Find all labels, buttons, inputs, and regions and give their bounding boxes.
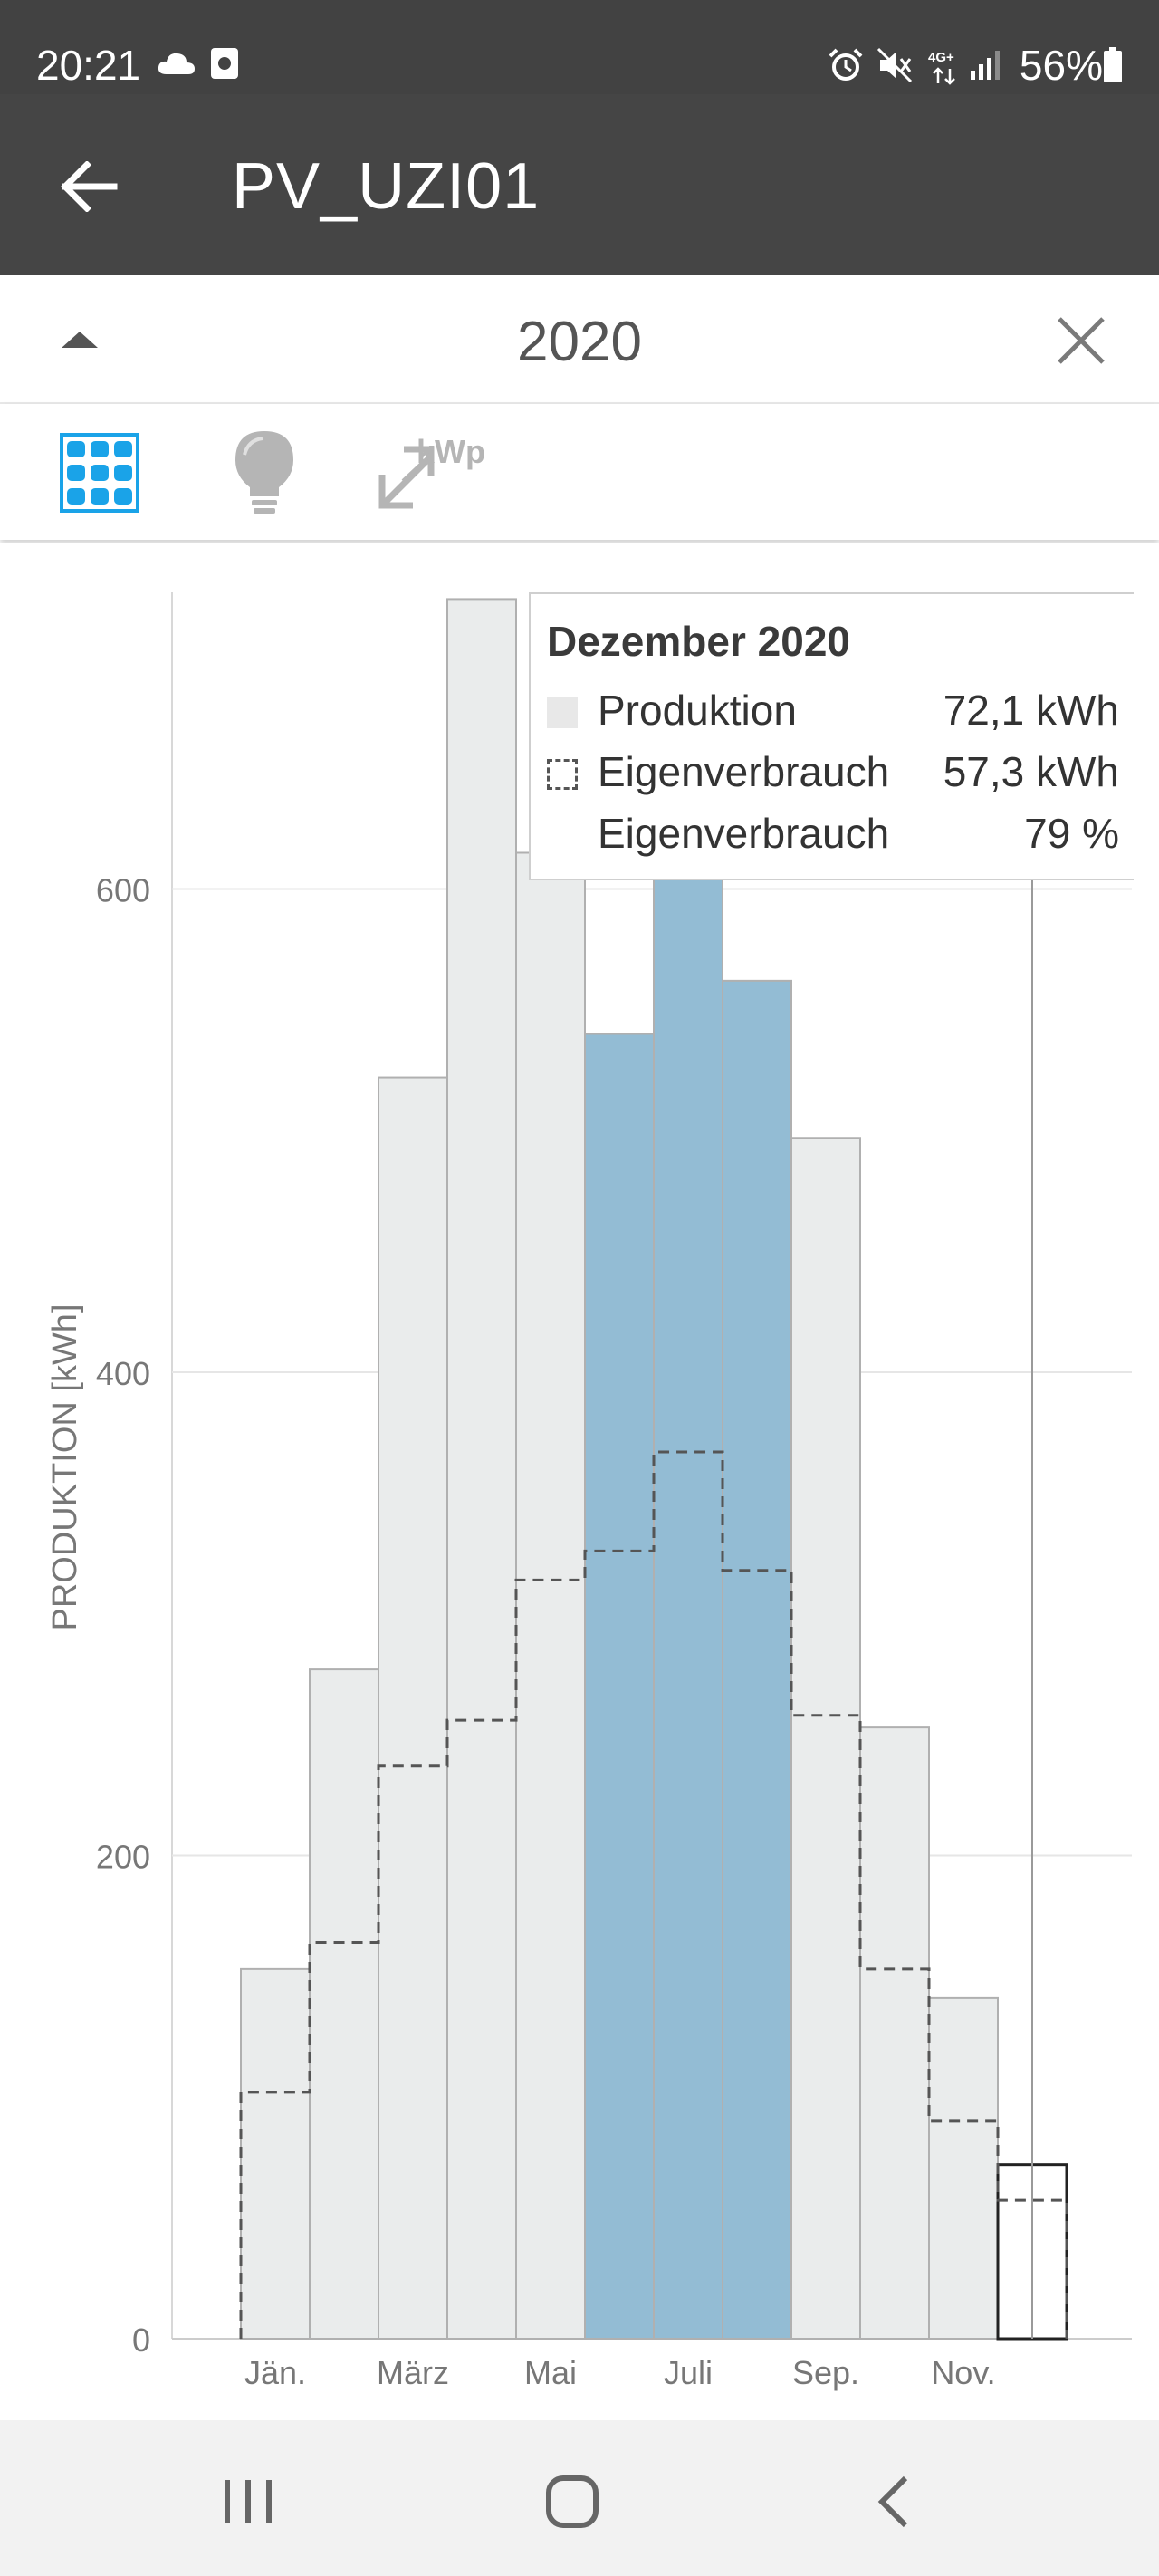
production-chart[interactable]: 0 200 400 600 PRODUKTION [kWh] Jän. März Mai Jul… [0,543,1159,2418]
chart-tooltip: Dezember 2020 Produktion 72,1 kWh Eigenv… [529,592,1134,880]
close-button[interactable] [1043,303,1119,379]
production-mode-button[interactable] [60,433,139,513]
system-back-button[interactable] [842,2456,951,2547]
year-bar: 2020 [0,275,1159,404]
bar-jän[interactable] [240,1967,311,2341]
page-title: PV_UZI01 [232,150,541,223]
tooltip-row-self-consumption: Eigenverbrauch 57,3 kWh [547,745,1119,799]
tooltip-value: 57,3 kWh [943,748,1119,795]
kwp-mode-button[interactable]: kWp [377,429,494,520]
year-label[interactable]: 2020 [517,311,642,373]
bar-apr[interactable] [446,598,517,2340]
x-tick-label: Juli [664,2354,713,2391]
x-tick-label: Nov. [931,2354,995,2391]
tooltip-label: Produktion [598,687,797,734]
close-icon [1058,317,1105,364]
solar-panel-icon [60,433,139,513]
home-icon [546,2475,599,2528]
status-bar: 20:21 4G+ 56% [0,0,1159,94]
signal-icon [971,51,1000,80]
triangle-up-icon [62,332,98,348]
x-tick-label: Jän. [244,2354,306,2391]
alarm-icon [829,48,863,81]
resize-icon [378,446,435,509]
bar-juni[interactable] [584,1033,655,2340]
bar-feb[interactable] [309,1668,379,2341]
tooltip-value: 79 % [1024,810,1119,857]
arrow-left-icon [61,161,118,212]
x-tick-label: Mai [524,2354,577,2391]
recent-apps-button[interactable] [194,2456,302,2547]
bar-okt[interactable] [859,1726,930,2341]
mute-icon [876,47,913,83]
y-tick-label: 600 [96,872,150,909]
x-tick-label: Sep. [792,2354,859,2391]
y-tick-label: 200 [96,1839,150,1876]
tooltip-row-production: Produktion 72,1 kWh [547,683,1119,737]
chart-mode-toolbar: kWp [0,404,1159,540]
tooltip-row-self-consumption-percent: Eigenverbrauch 79 % [547,806,1119,860]
network-4g-icon: 4G+ [928,50,955,85]
bar-märz[interactable] [378,1076,448,2340]
kwp-label: kWp [417,433,485,470]
x-tick-label: März [377,2354,449,2391]
consumption-mode-button[interactable] [232,428,297,518]
back-button[interactable] [43,141,134,232]
status-time: 20:21 [36,42,141,89]
tooltip-label: Eigenverbrauch [598,748,890,795]
system-nav-bar [0,2420,1159,2576]
y-axis-label: PRODUKTION [kWh] [46,1303,84,1630]
tooltip-label: Eigenverbrauch [598,810,890,857]
y-tick-label: 400 [96,1355,150,1392]
collapse-button[interactable] [43,308,116,371]
bar-aug[interactable] [722,979,792,2340]
bar-sep[interactable] [790,1137,861,2340]
app-bar: PV_UZI01 [0,94,1159,275]
bar-mai[interactable] [515,851,586,2340]
cloud-icon [158,53,195,74]
self-consumption-swatch [547,759,578,790]
back-icon [877,2475,908,2528]
production-swatch [547,697,578,728]
tooltip-value: 72,1 kWh [943,687,1119,734]
self-consumption-line [239,1450,1068,2339]
y-tick-label: 0 [132,2321,150,2359]
battery-percent: 56% [1019,42,1103,89]
home-button[interactable] [518,2456,627,2547]
lightbulb-icon [235,431,293,514]
bar-nov[interactable] [928,1996,999,2341]
notification-icon [211,48,238,79]
recent-apps-icon [225,2480,272,2523]
battery-icon [1104,47,1122,82]
tooltip-title: Dezember 2020 [547,618,850,665]
svg-text:4G+: 4G+ [928,50,954,65]
bar-juli[interactable] [653,743,723,2341]
